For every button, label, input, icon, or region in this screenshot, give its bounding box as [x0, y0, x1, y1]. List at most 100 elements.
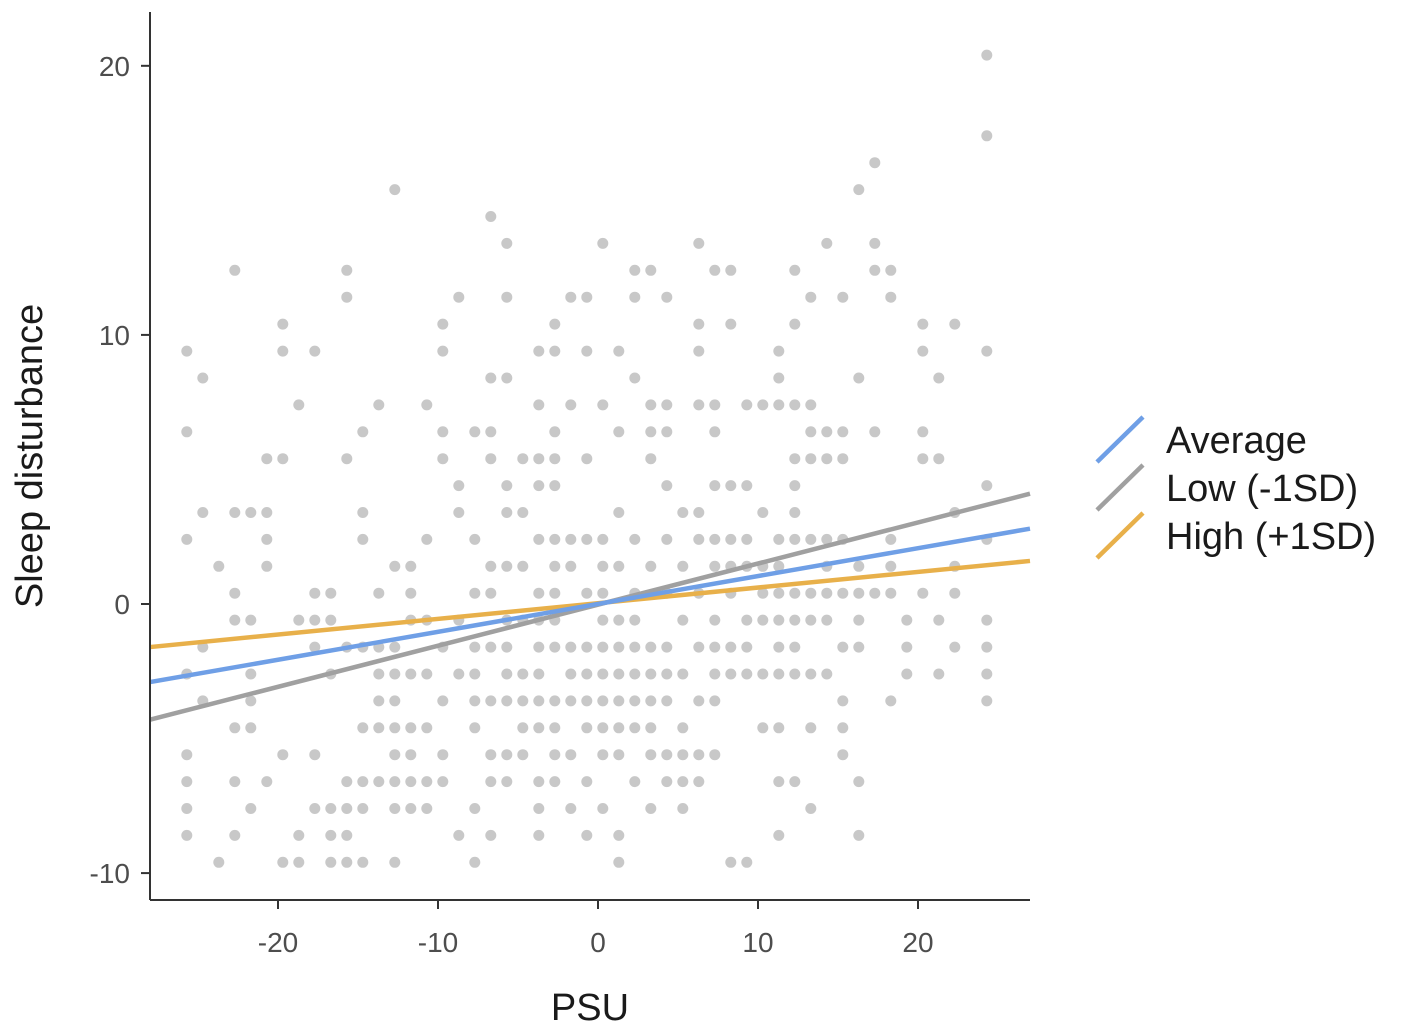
- data-point: [853, 614, 865, 626]
- data-point: [501, 291, 513, 303]
- data-point: [181, 426, 193, 438]
- data-point: [645, 749, 657, 761]
- data-point: [645, 399, 657, 411]
- data-point: [773, 587, 785, 599]
- data-point: [453, 829, 465, 841]
- data-point: [357, 426, 369, 438]
- data-point: [837, 722, 849, 734]
- x-tick-label: 20: [902, 927, 933, 958]
- data-point: [645, 803, 657, 814]
- data-point: [453, 291, 465, 303]
- data-point: [645, 453, 657, 465]
- data-point: [885, 587, 897, 599]
- data-point: [469, 587, 481, 599]
- data-point: [613, 641, 625, 653]
- data-point: [693, 641, 705, 653]
- data-point: [469, 722, 481, 734]
- data-point: [597, 614, 609, 626]
- data-point: [661, 776, 673, 788]
- y-tick-label: 10: [99, 320, 130, 351]
- data-point: [517, 749, 529, 761]
- data-point: [597, 560, 609, 572]
- data-point: [469, 533, 481, 545]
- data-point: [549, 480, 561, 492]
- data-point: [869, 426, 881, 438]
- data-point: [533, 803, 545, 814]
- data-point: [885, 695, 897, 707]
- data-point: [613, 856, 625, 868]
- legend-key: [1095, 415, 1145, 464]
- data-point: [309, 803, 321, 814]
- data-point: [693, 507, 705, 518]
- data-point: [629, 372, 641, 384]
- data-point: [725, 480, 737, 492]
- data-point: [821, 668, 833, 680]
- data-point: [437, 426, 449, 438]
- data-point: [805, 803, 817, 814]
- legend-label: Low (-1SD): [1166, 468, 1358, 510]
- data-point: [549, 560, 561, 572]
- data-point: [389, 560, 401, 572]
- data-point: [613, 560, 625, 572]
- data-point: [597, 695, 609, 707]
- data-point: [469, 695, 481, 707]
- data-point: [341, 856, 353, 868]
- data-point: [693, 695, 705, 707]
- data-point: [789, 668, 801, 680]
- data-point: [645, 560, 657, 572]
- data-point: [741, 533, 753, 545]
- data-point: [709, 749, 721, 761]
- data-point: [181, 533, 193, 545]
- data-point: [789, 399, 801, 411]
- data-point: [357, 533, 369, 545]
- data-point: [597, 803, 609, 814]
- data-point: [581, 695, 593, 707]
- data-point: [741, 641, 753, 653]
- data-point: [629, 776, 641, 788]
- data-point: [661, 399, 673, 411]
- data-point: [501, 507, 513, 518]
- data-point: [917, 453, 929, 465]
- data-point: [373, 695, 385, 707]
- data-point: [229, 587, 241, 599]
- data-point: [405, 722, 417, 734]
- data-point: [181, 749, 193, 761]
- data-point: [245, 722, 257, 734]
- data-point: [533, 533, 545, 545]
- data-point: [981, 695, 993, 707]
- data-point: [229, 614, 241, 626]
- data-point: [613, 829, 625, 841]
- data-point: [533, 668, 545, 680]
- data-point: [677, 507, 689, 518]
- data-point: [405, 749, 417, 761]
- data-point: [501, 695, 513, 707]
- data-point: [661, 668, 673, 680]
- data-point: [549, 587, 561, 599]
- data-point: [309, 614, 321, 626]
- data-point: [421, 533, 433, 545]
- data-point: [629, 668, 641, 680]
- data-point: [821, 453, 833, 465]
- data-point: [933, 372, 945, 384]
- y-tick-label: -10: [90, 858, 130, 889]
- data-point: [741, 480, 753, 492]
- data-point: [629, 614, 641, 626]
- data-point: [293, 614, 305, 626]
- data-point: [549, 453, 561, 465]
- x-tick-label: 10: [742, 927, 773, 958]
- data-point: [885, 560, 897, 572]
- data-point: [229, 829, 241, 841]
- data-point: [869, 264, 881, 276]
- data-point: [821, 237, 833, 249]
- regression-lines: [149, 491, 1031, 722]
- data-point: [789, 507, 801, 518]
- data-point: [725, 264, 737, 276]
- data-point: [181, 776, 193, 788]
- data-point: [405, 776, 417, 788]
- data-point: [293, 399, 305, 411]
- data-point: [709, 668, 721, 680]
- data-point: [981, 641, 993, 653]
- data-point: [581, 345, 593, 357]
- data-point: [757, 614, 769, 626]
